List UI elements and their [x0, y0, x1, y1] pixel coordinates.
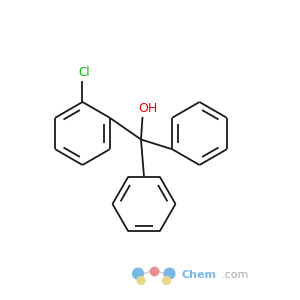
Circle shape — [163, 277, 170, 284]
Text: OH: OH — [138, 102, 158, 115]
Text: Cl: Cl — [78, 67, 90, 80]
Text: Chem: Chem — [182, 270, 217, 280]
Text: .com: .com — [222, 270, 249, 280]
Circle shape — [150, 267, 159, 276]
Circle shape — [137, 277, 145, 284]
Circle shape — [164, 268, 175, 279]
Circle shape — [133, 268, 143, 279]
